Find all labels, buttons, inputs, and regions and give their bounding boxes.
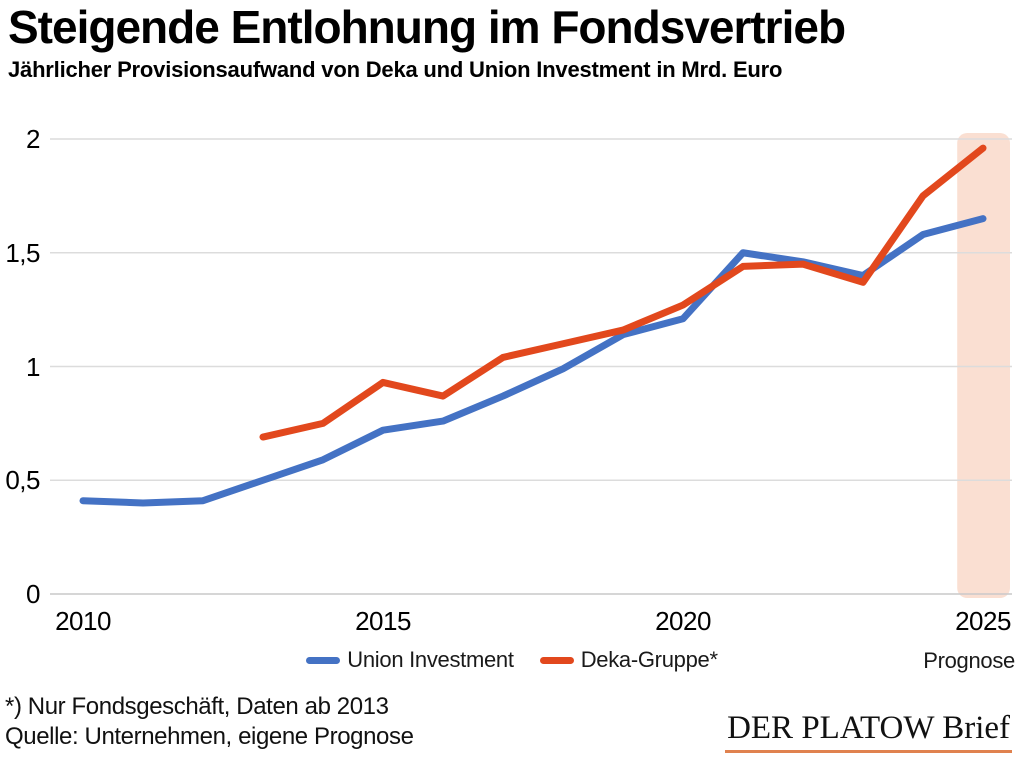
y-axis-tick-1: 1 [26, 352, 40, 382]
legend-item-union-investment: Union Investment [306, 647, 514, 673]
legend-item-deka-gruppe: Deka-Gruppe* [539, 647, 718, 673]
publisher-logo-text: DER PLATOW Brief [727, 710, 1010, 746]
footnote-fonds: *) Nur Fondsgeschäft, Daten ab 2013 [5, 693, 389, 720]
publisher-logo: DER PLATOW Brief [725, 710, 1012, 753]
legend: Union Investment Deka-Gruppe* [0, 645, 1024, 675]
y-axis-tick-1-5: 1,5 [5, 238, 40, 268]
x-axis-tick-2020: 2020 [655, 606, 711, 636]
x-axis-tick-2025: 2025 [955, 606, 1011, 636]
legend-swatch-union-investment [306, 656, 341, 664]
x-axis-tick-2010: 2010 [55, 606, 111, 636]
y-axis-tick-2: 2 [26, 124, 40, 154]
legend-swatch-deka-gruppe [539, 656, 574, 664]
chart-subtitle: Jährlicher Provisionsaufwand von Deka un… [8, 57, 783, 82]
x-axis-tick-2015: 2015 [355, 606, 411, 636]
footnotes: *) Nur Fondsgeschäft, Daten ab 2013 Quel… [5, 692, 414, 752]
y-axis-tick-0: 0 [26, 579, 40, 609]
source-note: Quelle: Unternehmen, eigene Prognose [5, 723, 414, 750]
y-axis-tick-0-5: 0,5 [5, 465, 40, 495]
forecast-band-label: Prognose [923, 648, 1015, 673]
chart-title: Steigende Entlohnung im Fondsvertrieb [8, 1, 846, 53]
legend-label-deka-gruppe: Deka-Gruppe* [580, 647, 718, 672]
legend-label-union-investment: Union Investment [347, 647, 514, 672]
